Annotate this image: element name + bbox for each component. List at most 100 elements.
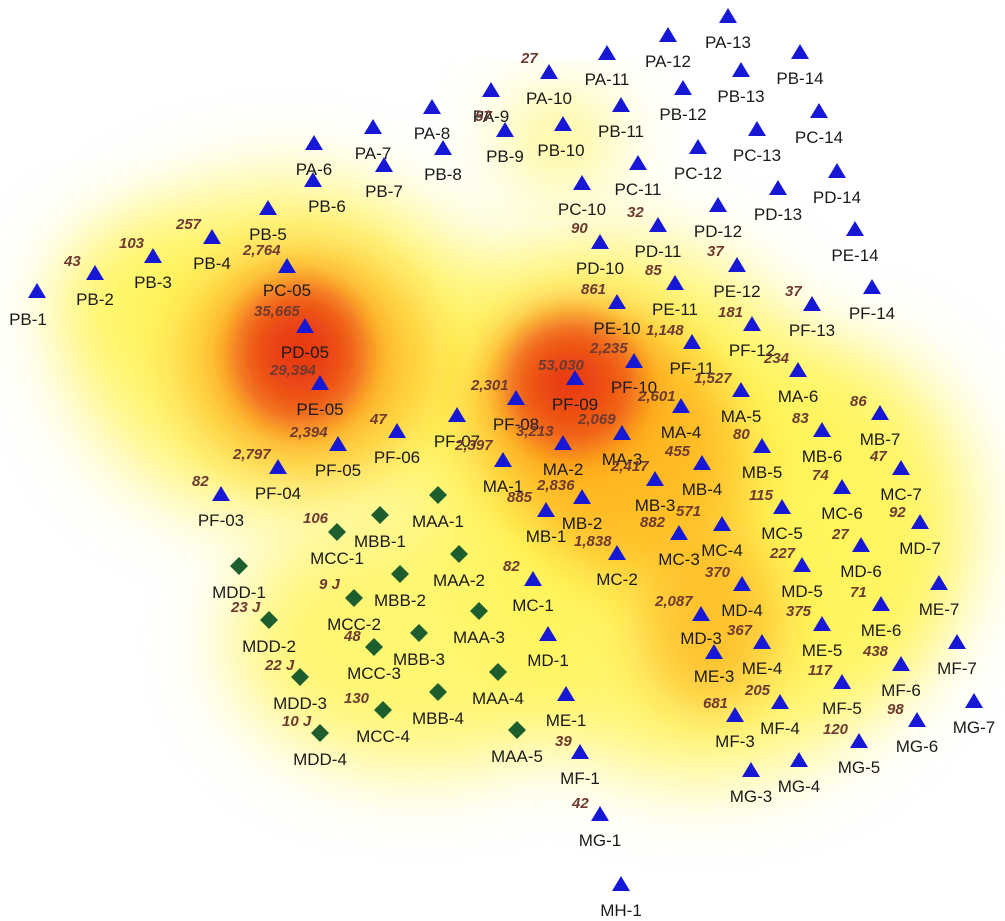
- triangle-station-icon[interactable]: [375, 157, 393, 172]
- triangle-station-icon[interactable]: [911, 514, 929, 529]
- triangle-station-icon[interactable]: [753, 634, 771, 649]
- triangle-station-icon[interactable]: [709, 197, 727, 212]
- triangle-station-icon[interactable]: [789, 362, 807, 377]
- triangle-station-icon[interactable]: [833, 674, 851, 689]
- triangle-station-icon[interactable]: [742, 762, 760, 777]
- triangle-station-icon[interactable]: [537, 502, 555, 517]
- triangle-station-icon[interactable]: [305, 135, 323, 150]
- diamond-station-icon[interactable]: [374, 701, 392, 719]
- triangle-station-icon[interactable]: [540, 64, 558, 79]
- triangle-station-icon[interactable]: [683, 334, 701, 349]
- triangle-station-icon[interactable]: [908, 712, 926, 727]
- triangle-station-icon[interactable]: [791, 44, 809, 59]
- triangle-station-icon[interactable]: [719, 8, 737, 23]
- diamond-station-icon[interactable]: [345, 589, 363, 607]
- triangle-station-icon[interactable]: [496, 122, 514, 137]
- triangle-station-icon[interactable]: [86, 265, 104, 280]
- triangle-station-icon[interactable]: [573, 489, 591, 504]
- triangle-station-icon[interactable]: [793, 557, 811, 572]
- triangle-station-icon[interactable]: [863, 279, 881, 294]
- triangle-station-icon[interactable]: [269, 459, 287, 474]
- triangle-station-icon[interactable]: [892, 460, 910, 475]
- triangle-station-icon[interactable]: [803, 296, 821, 311]
- triangle-station-icon[interactable]: [329, 436, 347, 451]
- triangle-station-icon[interactable]: [813, 422, 831, 437]
- triangle-station-icon[interactable]: [423, 99, 441, 114]
- triangle-station-icon[interactable]: [732, 382, 750, 397]
- triangle-station-icon[interactable]: [507, 390, 525, 405]
- triangle-station-icon[interactable]: [554, 116, 572, 131]
- diamond-station-icon[interactable]: [365, 638, 383, 656]
- triangle-station-icon[interactable]: [872, 596, 890, 611]
- triangle-station-icon[interactable]: [364, 119, 382, 134]
- triangle-station-icon[interactable]: [705, 644, 723, 659]
- triangle-station-icon[interactable]: [388, 423, 406, 438]
- triangle-station-icon[interactable]: [692, 606, 710, 621]
- triangle-station-icon[interactable]: [566, 370, 584, 385]
- triangle-station-icon[interactable]: [748, 121, 766, 136]
- triangle-station-icon[interactable]: [608, 545, 626, 560]
- triangle-station-icon[interactable]: [494, 452, 512, 467]
- diamond-station-icon[interactable]: [371, 506, 389, 524]
- triangle-station-icon[interactable]: [646, 471, 664, 486]
- diamond-station-icon[interactable]: [291, 668, 309, 686]
- triangle-station-icon[interactable]: [965, 693, 983, 708]
- diamond-station-icon[interactable]: [450, 545, 468, 563]
- diamond-station-icon[interactable]: [489, 663, 507, 681]
- triangle-station-icon[interactable]: [571, 744, 589, 759]
- triangle-station-icon[interactable]: [557, 686, 575, 701]
- triangle-station-icon[interactable]: [743, 316, 761, 331]
- triangle-station-icon[interactable]: [629, 155, 647, 170]
- triangle-station-icon[interactable]: [591, 806, 609, 821]
- triangle-station-icon[interactable]: [203, 229, 221, 244]
- triangle-station-icon[interactable]: [625, 353, 643, 368]
- triangle-station-icon[interactable]: [948, 634, 966, 649]
- triangle-station-icon[interactable]: [810, 103, 828, 118]
- triangle-station-icon[interactable]: [612, 876, 630, 891]
- triangle-station-icon[interactable]: [539, 626, 557, 641]
- diamond-station-icon[interactable]: [429, 486, 447, 504]
- triangle-station-icon[interactable]: [666, 275, 684, 290]
- triangle-station-icon[interactable]: [28, 283, 46, 298]
- diamond-station-icon[interactable]: [311, 724, 329, 742]
- triangle-station-icon[interactable]: [852, 537, 870, 552]
- triangle-station-icon[interactable]: [713, 516, 731, 531]
- triangle-station-icon[interactable]: [769, 180, 787, 195]
- triangle-station-icon[interactable]: [728, 257, 746, 272]
- triangle-station-icon[interactable]: [930, 575, 948, 590]
- triangle-station-icon[interactable]: [649, 217, 667, 232]
- triangle-station-icon[interactable]: [813, 616, 831, 631]
- triangle-station-icon[interactable]: [448, 407, 466, 422]
- triangle-station-icon[interactable]: [278, 258, 296, 273]
- diamond-station-icon[interactable]: [391, 565, 409, 583]
- triangle-station-icon[interactable]: [259, 200, 277, 215]
- triangle-station-icon[interactable]: [773, 499, 791, 514]
- diamond-station-icon[interactable]: [470, 602, 488, 620]
- triangle-station-icon[interactable]: [771, 694, 789, 709]
- triangle-station-icon[interactable]: [892, 656, 910, 671]
- triangle-station-icon[interactable]: [482, 82, 500, 97]
- diamond-station-icon[interactable]: [508, 721, 526, 739]
- triangle-station-icon[interactable]: [612, 97, 630, 112]
- diamond-station-icon[interactable]: [260, 611, 278, 629]
- triangle-station-icon[interactable]: [850, 733, 868, 748]
- triangle-station-icon[interactable]: [212, 486, 230, 501]
- triangle-station-icon[interactable]: [296, 318, 314, 333]
- triangle-station-icon[interactable]: [598, 45, 616, 60]
- triangle-station-icon[interactable]: [693, 455, 711, 470]
- triangle-station-icon[interactable]: [304, 172, 322, 187]
- triangle-station-icon[interactable]: [790, 752, 808, 767]
- triangle-station-icon[interactable]: [833, 479, 851, 494]
- triangle-station-icon[interactable]: [659, 27, 677, 42]
- triangle-station-icon[interactable]: [828, 163, 846, 178]
- triangle-station-icon[interactable]: [613, 425, 631, 440]
- triangle-station-icon[interactable]: [733, 576, 751, 591]
- triangle-station-icon[interactable]: [846, 221, 864, 236]
- triangle-station-icon[interactable]: [311, 375, 329, 390]
- diamond-station-icon[interactable]: [429, 683, 447, 701]
- triangle-station-icon[interactable]: [591, 234, 609, 249]
- triangle-station-icon[interactable]: [144, 248, 162, 263]
- diamond-station-icon[interactable]: [230, 557, 248, 575]
- triangle-station-icon[interactable]: [573, 175, 591, 190]
- triangle-station-icon[interactable]: [608, 294, 626, 309]
